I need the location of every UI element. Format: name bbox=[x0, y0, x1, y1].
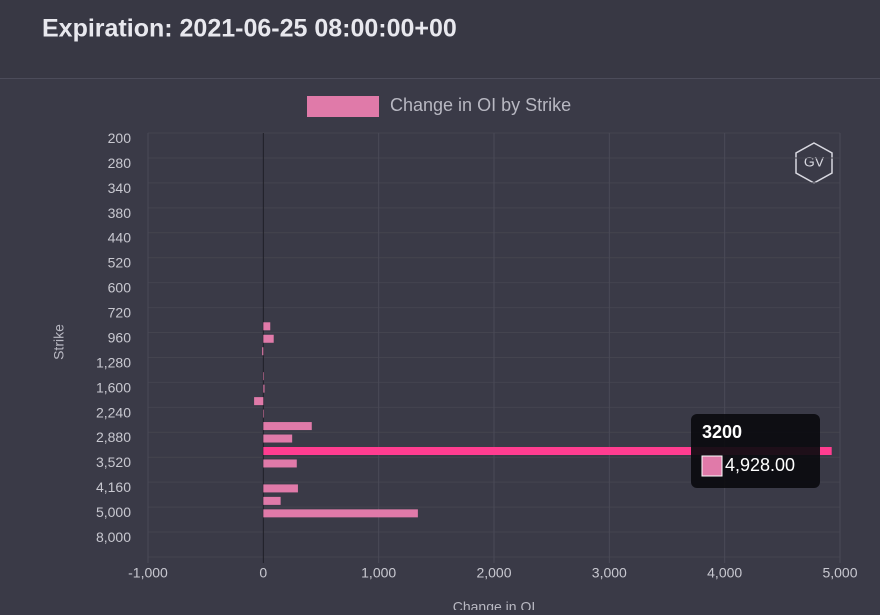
bar bbox=[263, 509, 418, 518]
tooltip-box bbox=[691, 414, 820, 488]
bar bbox=[263, 322, 271, 331]
bar bbox=[263, 484, 298, 493]
chart-title: Expiration: 2021-06-25 08:00:00+00 bbox=[42, 15, 457, 43]
y-tick-label: 280 bbox=[108, 155, 132, 171]
logo: GV bbox=[795, 142, 833, 184]
x-tick-label: 5,000 bbox=[822, 565, 857, 581]
y-tick-label: 2,880 bbox=[96, 429, 131, 445]
legend-swatch bbox=[307, 96, 379, 117]
y-tick-label: 3,520 bbox=[96, 454, 131, 470]
y-tick-label: 380 bbox=[108, 205, 132, 221]
tooltip-swatch bbox=[701, 455, 723, 477]
x-axis-title: Change in OI bbox=[453, 599, 536, 610]
y-tick-label: 340 bbox=[108, 180, 132, 196]
svg-text:GV: GV bbox=[804, 154, 825, 170]
bar bbox=[263, 422, 312, 431]
header bbox=[0, 0, 880, 78]
tooltip: 3200 4,928.00 bbox=[691, 414, 820, 488]
y-tick-label: 4,160 bbox=[96, 479, 131, 495]
bar bbox=[263, 372, 264, 381]
bar bbox=[263, 447, 832, 455]
y-tick-label: 200 bbox=[108, 130, 132, 146]
x-tick-label: 1,000 bbox=[361, 565, 396, 581]
y-tick-label: 440 bbox=[108, 230, 132, 246]
y-tick-label: 5,000 bbox=[96, 504, 131, 520]
bar bbox=[263, 409, 264, 418]
y-tick-label: 960 bbox=[108, 329, 132, 345]
y-tick-label: 720 bbox=[108, 305, 132, 321]
bar bbox=[263, 434, 293, 443]
tooltip-value: 4,928.00 bbox=[725, 455, 795, 475]
x-tick-label: 4,000 bbox=[707, 565, 742, 581]
tooltip-title: 3200 bbox=[702, 422, 742, 442]
y-tick-label: 520 bbox=[108, 255, 132, 271]
bar bbox=[263, 384, 265, 393]
y-axis-title: Strike bbox=[51, 324, 67, 360]
x-tick-label: 3,000 bbox=[592, 565, 627, 581]
bar bbox=[254, 397, 264, 406]
y-tick-label: 1,280 bbox=[96, 354, 131, 370]
x-tick-label: 0 bbox=[259, 565, 267, 581]
y-tick-label: 1,600 bbox=[96, 379, 131, 395]
y-tick-label: 2,240 bbox=[96, 404, 131, 420]
bar bbox=[262, 347, 264, 356]
bar bbox=[263, 459, 297, 468]
y-tick-label: 600 bbox=[108, 280, 132, 296]
bar bbox=[263, 496, 281, 505]
x-tick-label: 2,000 bbox=[476, 565, 511, 581]
bar bbox=[263, 334, 274, 343]
y-tick-label: 8,000 bbox=[96, 529, 131, 545]
legend-label: Change in OI by Strike bbox=[390, 95, 571, 115]
x-tick-label: -1,000 bbox=[128, 565, 168, 581]
